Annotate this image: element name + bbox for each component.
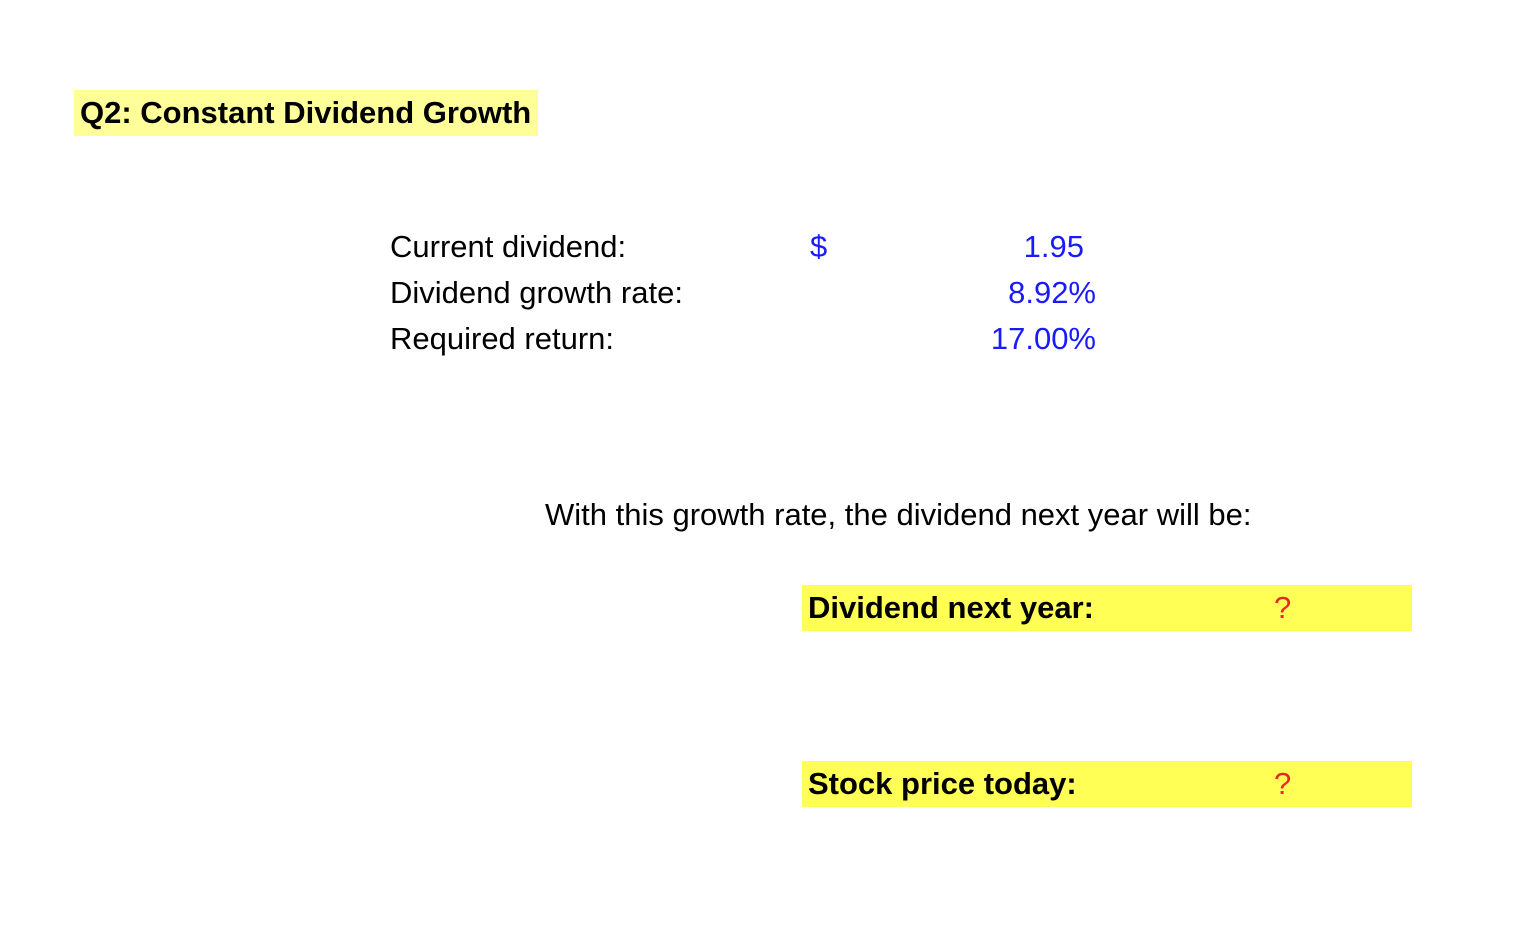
stock-price-label: Stock price today: bbox=[808, 766, 1077, 801]
current-dividend-label: Current dividend: bbox=[390, 229, 627, 264]
growth-rate-label: Dividend growth rate: bbox=[390, 275, 683, 310]
stock-price-cell[interactable]: ? bbox=[1274, 766, 1292, 801]
stock-price-row: Stock price today: ? bbox=[802, 761, 1412, 807]
growth-rate-cell[interactable]: 8.92% bbox=[1008, 275, 1096, 310]
dividend-next-year-row: Dividend next year: ? bbox=[802, 585, 1412, 631]
required-return-label: Required return: bbox=[390, 321, 615, 356]
currency-symbol: $ bbox=[810, 229, 828, 264]
current-dividend-cell[interactable]: 1.95 bbox=[1023, 229, 1084, 264]
instruction-text: With this growth rate, the dividend next… bbox=[545, 497, 1252, 532]
required-return-cell[interactable]: 17.00% bbox=[990, 321, 1096, 356]
dividend-next-year-label: Dividend next year: bbox=[808, 590, 1094, 625]
section-title: Q2: Constant Dividend Growth bbox=[74, 90, 538, 136]
dividend-next-year-cell[interactable]: ? bbox=[1274, 590, 1292, 625]
